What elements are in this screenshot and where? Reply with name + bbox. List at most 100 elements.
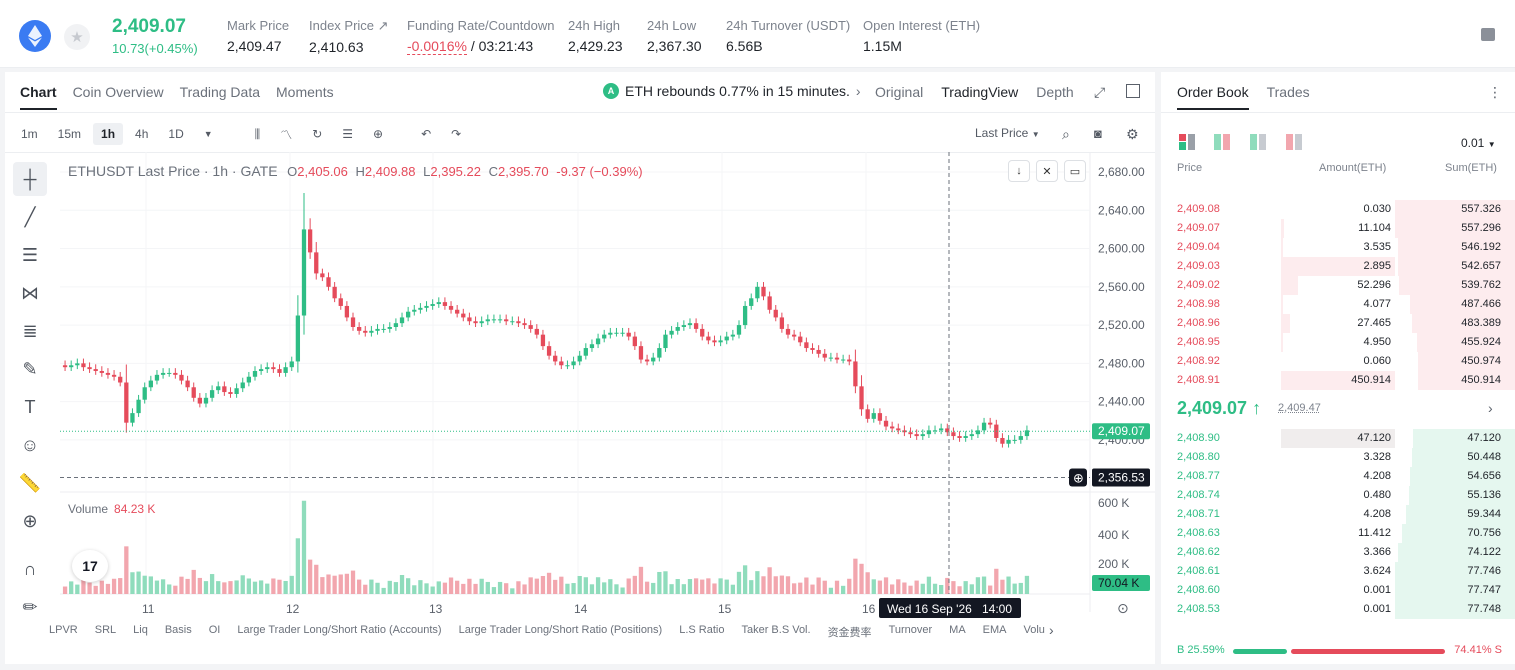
bid-row[interactable]: 2,408.61 3.624 77.746 bbox=[1161, 562, 1515, 581]
indicator-item[interactable]: 资金费率 bbox=[827, 627, 872, 639]
ask-row[interactable]: 2,408.95 4.950 455.924 bbox=[1161, 333, 1515, 352]
more-menu-icon[interactable]: ⋮ bbox=[1488, 84, 1502, 100]
bid-row[interactable]: 2,408.90 47.120 47.120 bbox=[1161, 429, 1515, 448]
indicators-icon[interactable]: 〽 bbox=[280, 127, 293, 142]
indicator-item[interactable]: LPVR bbox=[49, 624, 78, 636]
tf-1h[interactable]: 1h bbox=[93, 123, 124, 145]
tf-dropdown-icon[interactable]: ▼ bbox=[203, 129, 213, 139]
maximize-icon[interactable]: ▭ bbox=[1064, 160, 1086, 182]
chevron-right-icon[interactable]: › bbox=[1488, 400, 1493, 416]
indicator-item[interactable]: EMA bbox=[982, 624, 1007, 636]
indicator-item[interactable]: Large Trader Long/Short Ratio (Positions… bbox=[458, 624, 663, 636]
book-icon[interactable] bbox=[1481, 28, 1495, 41]
undo-icon[interactable]: ↶ bbox=[421, 127, 432, 141]
view-depth[interactable]: Depth bbox=[1036, 84, 1074, 100]
volume-bar bbox=[608, 579, 613, 594]
indicator-item[interactable]: Volu bbox=[1023, 624, 1045, 636]
ask-row[interactable]: 2,409.02 52.296 539.762 bbox=[1161, 276, 1515, 295]
pencil-lock-icon[interactable]: ✏ bbox=[22, 596, 38, 617]
view-original[interactable]: Original bbox=[875, 84, 924, 100]
indicator-item[interactable]: Turnover bbox=[888, 624, 933, 636]
tf-1m[interactable]: 1m bbox=[21, 127, 38, 141]
replay-icon[interactable]: ↻ bbox=[312, 127, 323, 141]
order-sum: 450.914 bbox=[1461, 374, 1501, 386]
volume-bar bbox=[283, 580, 288, 594]
zoom-in-icon[interactable]: ⊕ bbox=[22, 510, 38, 531]
indicator-item[interactable]: OI bbox=[208, 624, 221, 636]
tab-trading-data[interactable]: Trading Data bbox=[179, 84, 261, 100]
tf-4h[interactable]: 4h bbox=[135, 127, 149, 141]
tab-order-book[interactable]: Order Book bbox=[1177, 84, 1249, 110]
volume-axis-label: 200 K bbox=[1098, 557, 1129, 571]
settings-target-icon[interactable]: ⊙ bbox=[1117, 600, 1129, 616]
magnet-icon[interactable]: ∩ bbox=[23, 558, 37, 579]
bid-row[interactable]: 2,408.74 0.480 55.136 bbox=[1161, 486, 1515, 505]
pattern-icon[interactable]: ⋈ bbox=[21, 282, 39, 303]
bid-row[interactable]: 2,408.77 4.208 54.656 bbox=[1161, 467, 1515, 486]
scroll-down-icon[interactable]: ↓ bbox=[1008, 160, 1030, 182]
volume-bar bbox=[791, 583, 797, 594]
add-alert-icon[interactable]: ⊕ bbox=[373, 127, 384, 141]
candle-body bbox=[767, 296, 772, 310]
fib-icon[interactable]: ≣ bbox=[22, 320, 38, 341]
ask-row[interactable]: 2,408.96 27.465 483.389 bbox=[1161, 314, 1515, 333]
bid-row[interactable]: 2,408.63 11.412 70.756 bbox=[1161, 524, 1515, 543]
tab-chart[interactable]: Chart bbox=[20, 84, 57, 110]
collapse-icon[interactable]: ✕ bbox=[1036, 160, 1058, 182]
bid-row[interactable]: 2,408.60 0.001 77.747 bbox=[1161, 581, 1515, 600]
tab-coin-overview[interactable]: Coin Overview bbox=[72, 84, 164, 100]
mode-asks-icon[interactable] bbox=[1286, 134, 1302, 150]
expand-icon[interactable]: ⤢ bbox=[1094, 84, 1106, 100]
ask-row[interactable]: 2,408.91 450.914 450.914 bbox=[1161, 371, 1515, 390]
tab-trades[interactable]: Trades bbox=[1266, 84, 1310, 100]
bid-row[interactable]: 2,408.71 4.208 59.344 bbox=[1161, 505, 1515, 524]
chevron-right-icon[interactable]: › bbox=[1049, 622, 1054, 638]
settings-gear-icon[interactable]: ⚙ bbox=[1126, 126, 1139, 142]
ask-row[interactable]: 2,409.03 2.895 542.657 bbox=[1161, 257, 1515, 276]
redo-icon[interactable]: ↷ bbox=[451, 127, 462, 141]
ask-row[interactable]: 2,408.92 0.060 450.974 bbox=[1161, 352, 1515, 371]
mode-both-icon[interactable] bbox=[1179, 134, 1195, 150]
indicator-item[interactable]: MA bbox=[949, 624, 966, 636]
volume-bar bbox=[252, 581, 258, 594]
indicator-item[interactable]: SRL bbox=[94, 624, 117, 636]
brush-icon[interactable]: ✎ bbox=[22, 358, 38, 379]
price-type-select[interactable]: Last Price ▼ bbox=[975, 126, 1040, 140]
trendline-icon[interactable]: ╱ bbox=[24, 206, 36, 227]
ask-row[interactable]: 2,408.98 4.077 487.466 bbox=[1161, 295, 1515, 314]
ask-row[interactable]: 2,409.08 0.030 557.326 bbox=[1161, 200, 1515, 219]
tf-15m[interactable]: 15m bbox=[57, 127, 82, 141]
fullscreen-icon[interactable] bbox=[1126, 84, 1140, 98]
view-tradingview[interactable]: TradingView bbox=[941, 84, 1019, 100]
tf-1d[interactable]: 1D bbox=[168, 127, 184, 141]
ask-row[interactable]: 2,409.07 11.104 557.296 bbox=[1161, 219, 1515, 238]
mode-bids-icon[interactable] bbox=[1250, 134, 1266, 150]
camera-icon[interactable]: ◙ bbox=[1094, 126, 1102, 141]
favorite-star-icon[interactable]: ★ bbox=[64, 24, 90, 50]
ask-row[interactable]: 2,409.04 3.535 546.192 bbox=[1161, 238, 1515, 257]
emoji-icon[interactable]: ☺ bbox=[20, 434, 40, 455]
indicator-item[interactable]: Taker B.S Vol. bbox=[741, 624, 811, 636]
indicator-item[interactable]: Large Trader Long/Short Ratio (Accounts) bbox=[237, 624, 442, 636]
indicator-item[interactable]: Basis bbox=[164, 624, 192, 636]
volume-bar bbox=[234, 580, 239, 594]
bid-row[interactable]: 2,408.62 3.366 74.122 bbox=[1161, 543, 1515, 562]
candle-type-icon[interactable]: ⫼ bbox=[254, 126, 261, 141]
bid-row[interactable]: 2,408.53 0.001 77.748 bbox=[1161, 600, 1515, 619]
text-icon[interactable]: T bbox=[24, 396, 36, 417]
templates-icon[interactable]: ☰ bbox=[342, 127, 354, 141]
bid-row[interactable]: 2,408.80 3.328 50.448 bbox=[1161, 448, 1515, 467]
ruler-icon[interactable]: 📏 bbox=[18, 472, 42, 493]
indicator-item[interactable]: L.S Ratio bbox=[679, 624, 725, 636]
funding-rate-value[interactable]: -0.0016% bbox=[407, 38, 467, 55]
news-ticker[interactable]: A ETH rebounds 0.77% in 15 minutes. › bbox=[603, 83, 861, 99]
indicator-item[interactable]: Liq bbox=[133, 624, 148, 636]
tab-moments[interactable]: Moments bbox=[276, 84, 334, 100]
precision-select[interactable]: 0.01 ▼ bbox=[1461, 136, 1496, 150]
price-chart[interactable]: 2,680.00 2,640.00 2,600.00 2,560.00 2,520.00… bbox=[5, 72, 1155, 664]
crosshair-icon[interactable]: ┼ bbox=[13, 162, 47, 196]
horizontal-lines-icon[interactable]: ☰ bbox=[21, 244, 39, 265]
mode-both-alt-icon[interactable] bbox=[1214, 134, 1230, 150]
stat-index-price[interactable]: Index Price ↗ 2,410.63 bbox=[309, 18, 389, 55]
search-icon[interactable]: ⌕ bbox=[1062, 126, 1070, 142]
